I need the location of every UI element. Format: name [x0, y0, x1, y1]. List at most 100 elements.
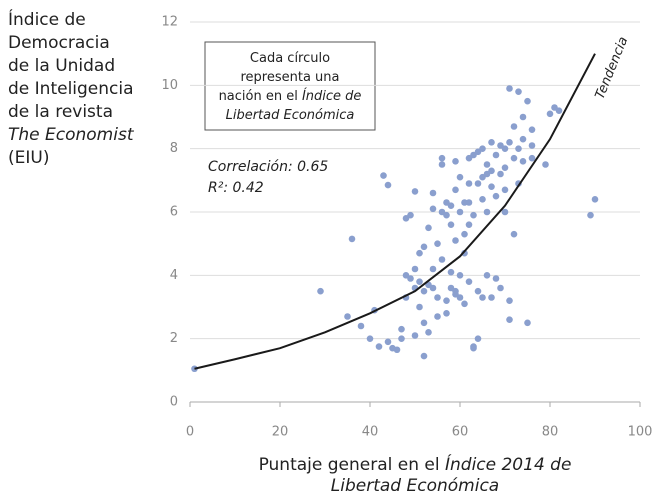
point — [510, 230, 518, 238]
point — [380, 172, 387, 179]
point — [524, 319, 531, 327]
text-part: nación en el — [219, 89, 302, 104]
point — [438, 256, 446, 263]
point — [456, 208, 464, 216]
y-tick-label: 2 — [170, 331, 178, 346]
point — [447, 202, 455, 209]
point — [488, 183, 495, 190]
trend-label: Tendencia — [593, 35, 632, 102]
stat: R²: 0.42 — [208, 180, 264, 196]
point — [506, 297, 513, 304]
point — [501, 164, 509, 171]
point — [452, 237, 459, 244]
point — [587, 211, 594, 219]
text-part: Cada círculo — [250, 51, 330, 66]
point — [470, 343, 477, 350]
point — [411, 188, 419, 195]
point — [402, 272, 410, 279]
point — [528, 142, 536, 149]
point — [461, 249, 468, 257]
point — [483, 208, 491, 216]
point — [510, 123, 518, 130]
y-axis-label: Índice de — [8, 8, 86, 30]
point — [411, 265, 419, 273]
point — [438, 161, 446, 168]
x-tick-label: 100 — [628, 425, 653, 440]
point — [546, 110, 554, 118]
point — [474, 180, 482, 187]
x-tick-label: 80 — [542, 425, 559, 440]
point — [434, 240, 441, 247]
point — [429, 205, 437, 213]
trend-line — [194, 53, 596, 370]
point — [506, 85, 513, 92]
x-tick-label: 60 — [452, 425, 469, 440]
point — [452, 158, 459, 165]
point — [393, 346, 401, 354]
y-tick-label: 4 — [170, 268, 178, 283]
point — [456, 173, 464, 181]
y-tick-label: 6 — [170, 205, 178, 220]
point — [461, 230, 468, 238]
point — [483, 170, 491, 178]
point — [479, 196, 486, 203]
point — [497, 170, 504, 178]
point — [429, 189, 437, 197]
point — [348, 235, 356, 243]
point — [470, 211, 477, 219]
y-axis-label: de la revista — [8, 102, 113, 122]
point — [465, 180, 473, 187]
point — [447, 221, 455, 228]
text-part: Índice de — [302, 88, 361, 104]
y-tick-label: 10 — [161, 78, 178, 93]
point — [420, 243, 428, 251]
stat: Correlación: 0.65 — [208, 159, 328, 175]
point — [524, 97, 531, 105]
point — [407, 211, 414, 219]
point — [429, 265, 437, 273]
x-tick-label: 40 — [362, 425, 379, 440]
point — [488, 294, 495, 301]
y-axis-label: The Economist — [8, 125, 135, 145]
point — [411, 332, 419, 339]
text-part: Índice 2014 de — [445, 453, 571, 475]
point — [317, 287, 324, 295]
point — [443, 211, 450, 219]
point — [506, 316, 513, 323]
point — [488, 139, 495, 146]
point — [456, 272, 464, 279]
point — [398, 325, 405, 333]
y-axis-label: de Inteligencia — [8, 79, 134, 99]
x-tick-label: 20 — [272, 425, 289, 440]
point — [429, 284, 437, 292]
point — [384, 338, 392, 346]
point — [465, 278, 473, 285]
point — [447, 268, 455, 276]
point — [483, 272, 491, 279]
point — [434, 313, 441, 320]
point — [398, 335, 405, 342]
point — [384, 181, 392, 189]
y-tick-label: 8 — [170, 141, 178, 156]
point — [375, 343, 383, 350]
point — [452, 186, 459, 194]
text-part: Libertad Económica — [226, 108, 355, 123]
point — [443, 297, 450, 304]
point — [501, 208, 509, 216]
point — [528, 126, 536, 133]
text-line: Cada círculo — [250, 51, 330, 66]
text-line: Libertad Económica — [331, 476, 499, 495]
point — [519, 158, 527, 165]
point — [474, 287, 482, 295]
point — [483, 161, 491, 168]
y-axis-label: de la Unidad — [8, 56, 115, 76]
point — [555, 107, 563, 114]
point — [506, 139, 513, 146]
point — [492, 192, 500, 200]
text-part: representa una — [240, 70, 339, 85]
point — [519, 135, 527, 143]
point — [479, 294, 486, 301]
text-part: Puntaje general en el — [259, 455, 445, 475]
point — [366, 335, 374, 342]
